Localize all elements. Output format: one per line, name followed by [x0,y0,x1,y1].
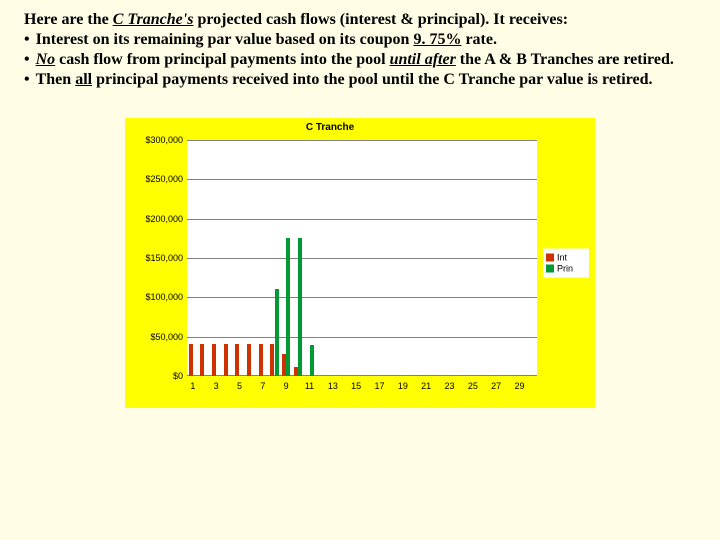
txt-l3c: until after [390,51,456,68]
bar-int [247,344,251,376]
txt-l3a: No [36,51,56,68]
bar-int [200,344,204,376]
x-axis-label: 25 [468,381,478,391]
txt-l4a: Then [36,71,76,88]
y-axis-label: $100,000 [145,292,183,302]
x-axis-label: 5 [237,381,242,391]
grid-line [187,219,537,220]
bar-int [224,344,228,376]
grid-line [187,179,537,180]
y-axis-label: $250,000 [145,174,183,184]
x-axis-label: 13 [328,381,338,391]
grid-line [187,297,537,298]
y-axis-label: $50,000 [150,332,183,342]
txt-l1c: projected cash flows (interest & princip… [193,11,568,28]
bullet-1: • [24,31,34,48]
legend-item-int: Int [546,253,586,263]
legend-label-int: Int [557,253,567,263]
x-axis-label: 17 [374,381,384,391]
c-tranche-chart: C Tranche $0$50,000$100,000$150,000$200,… [125,118,595,408]
y-axis-label: $0 [173,371,183,381]
legend-swatch-int [546,254,554,262]
x-axis-label: 21 [421,381,431,391]
bar-int [189,344,193,376]
txt-l3d: the A & B Tranches are retired. [456,51,674,68]
txt-l2: Interest on its remaining par value base… [36,31,414,48]
bar-prin [310,345,314,376]
y-axis-label: $300,000 [145,135,183,145]
x-axis-label: 11 [305,381,314,391]
bar-prin [275,289,279,376]
x-axis-label: 27 [491,381,501,391]
bar-prin [298,238,302,376]
bar-int [212,344,216,376]
x-axis-label: 23 [444,381,454,391]
txt-l3b: cash flow from principal payments into t… [55,51,389,68]
x-axis-label: 15 [351,381,361,391]
bullet-2: • [24,51,34,68]
bar-prin [286,238,290,376]
x-axis-label: 3 [214,381,219,391]
chart-title: C Tranche [125,122,535,133]
bullet-3: • [24,71,34,88]
txt-l2c: rate. [461,31,497,48]
description-text: Here are the C Tranche's projected cash … [24,10,696,90]
bar-int [235,344,239,376]
txt-l2b: 9. 75% [413,31,461,48]
x-axis-label: 9 [284,381,289,391]
legend-label-prin: Prin [557,264,573,274]
legend-item-prin: Prin [546,264,586,274]
grid-line [187,140,537,141]
x-axis-label: 7 [260,381,265,391]
txt-l1a: Here are the [24,11,113,28]
chart-plot-area: $0$50,000$100,000$150,000$200,000$250,00… [187,140,537,376]
bar-int [259,344,263,376]
legend-swatch-prin [546,265,554,273]
chart-legend: Int Prin [543,249,589,278]
x-axis-label: 29 [514,381,524,391]
grid-line [187,258,537,259]
txt-l1b: C Tranche's [113,11,194,28]
x-axis-label: 1 [190,381,195,391]
txt-l4b: all [75,71,92,88]
txt-l4c: principal payments received into the poo… [92,71,652,88]
grid-line [187,337,537,338]
x-axis [187,375,537,376]
x-axis-label: 19 [398,381,408,391]
y-axis-label: $150,000 [145,253,183,263]
y-axis-label: $200,000 [145,214,183,224]
